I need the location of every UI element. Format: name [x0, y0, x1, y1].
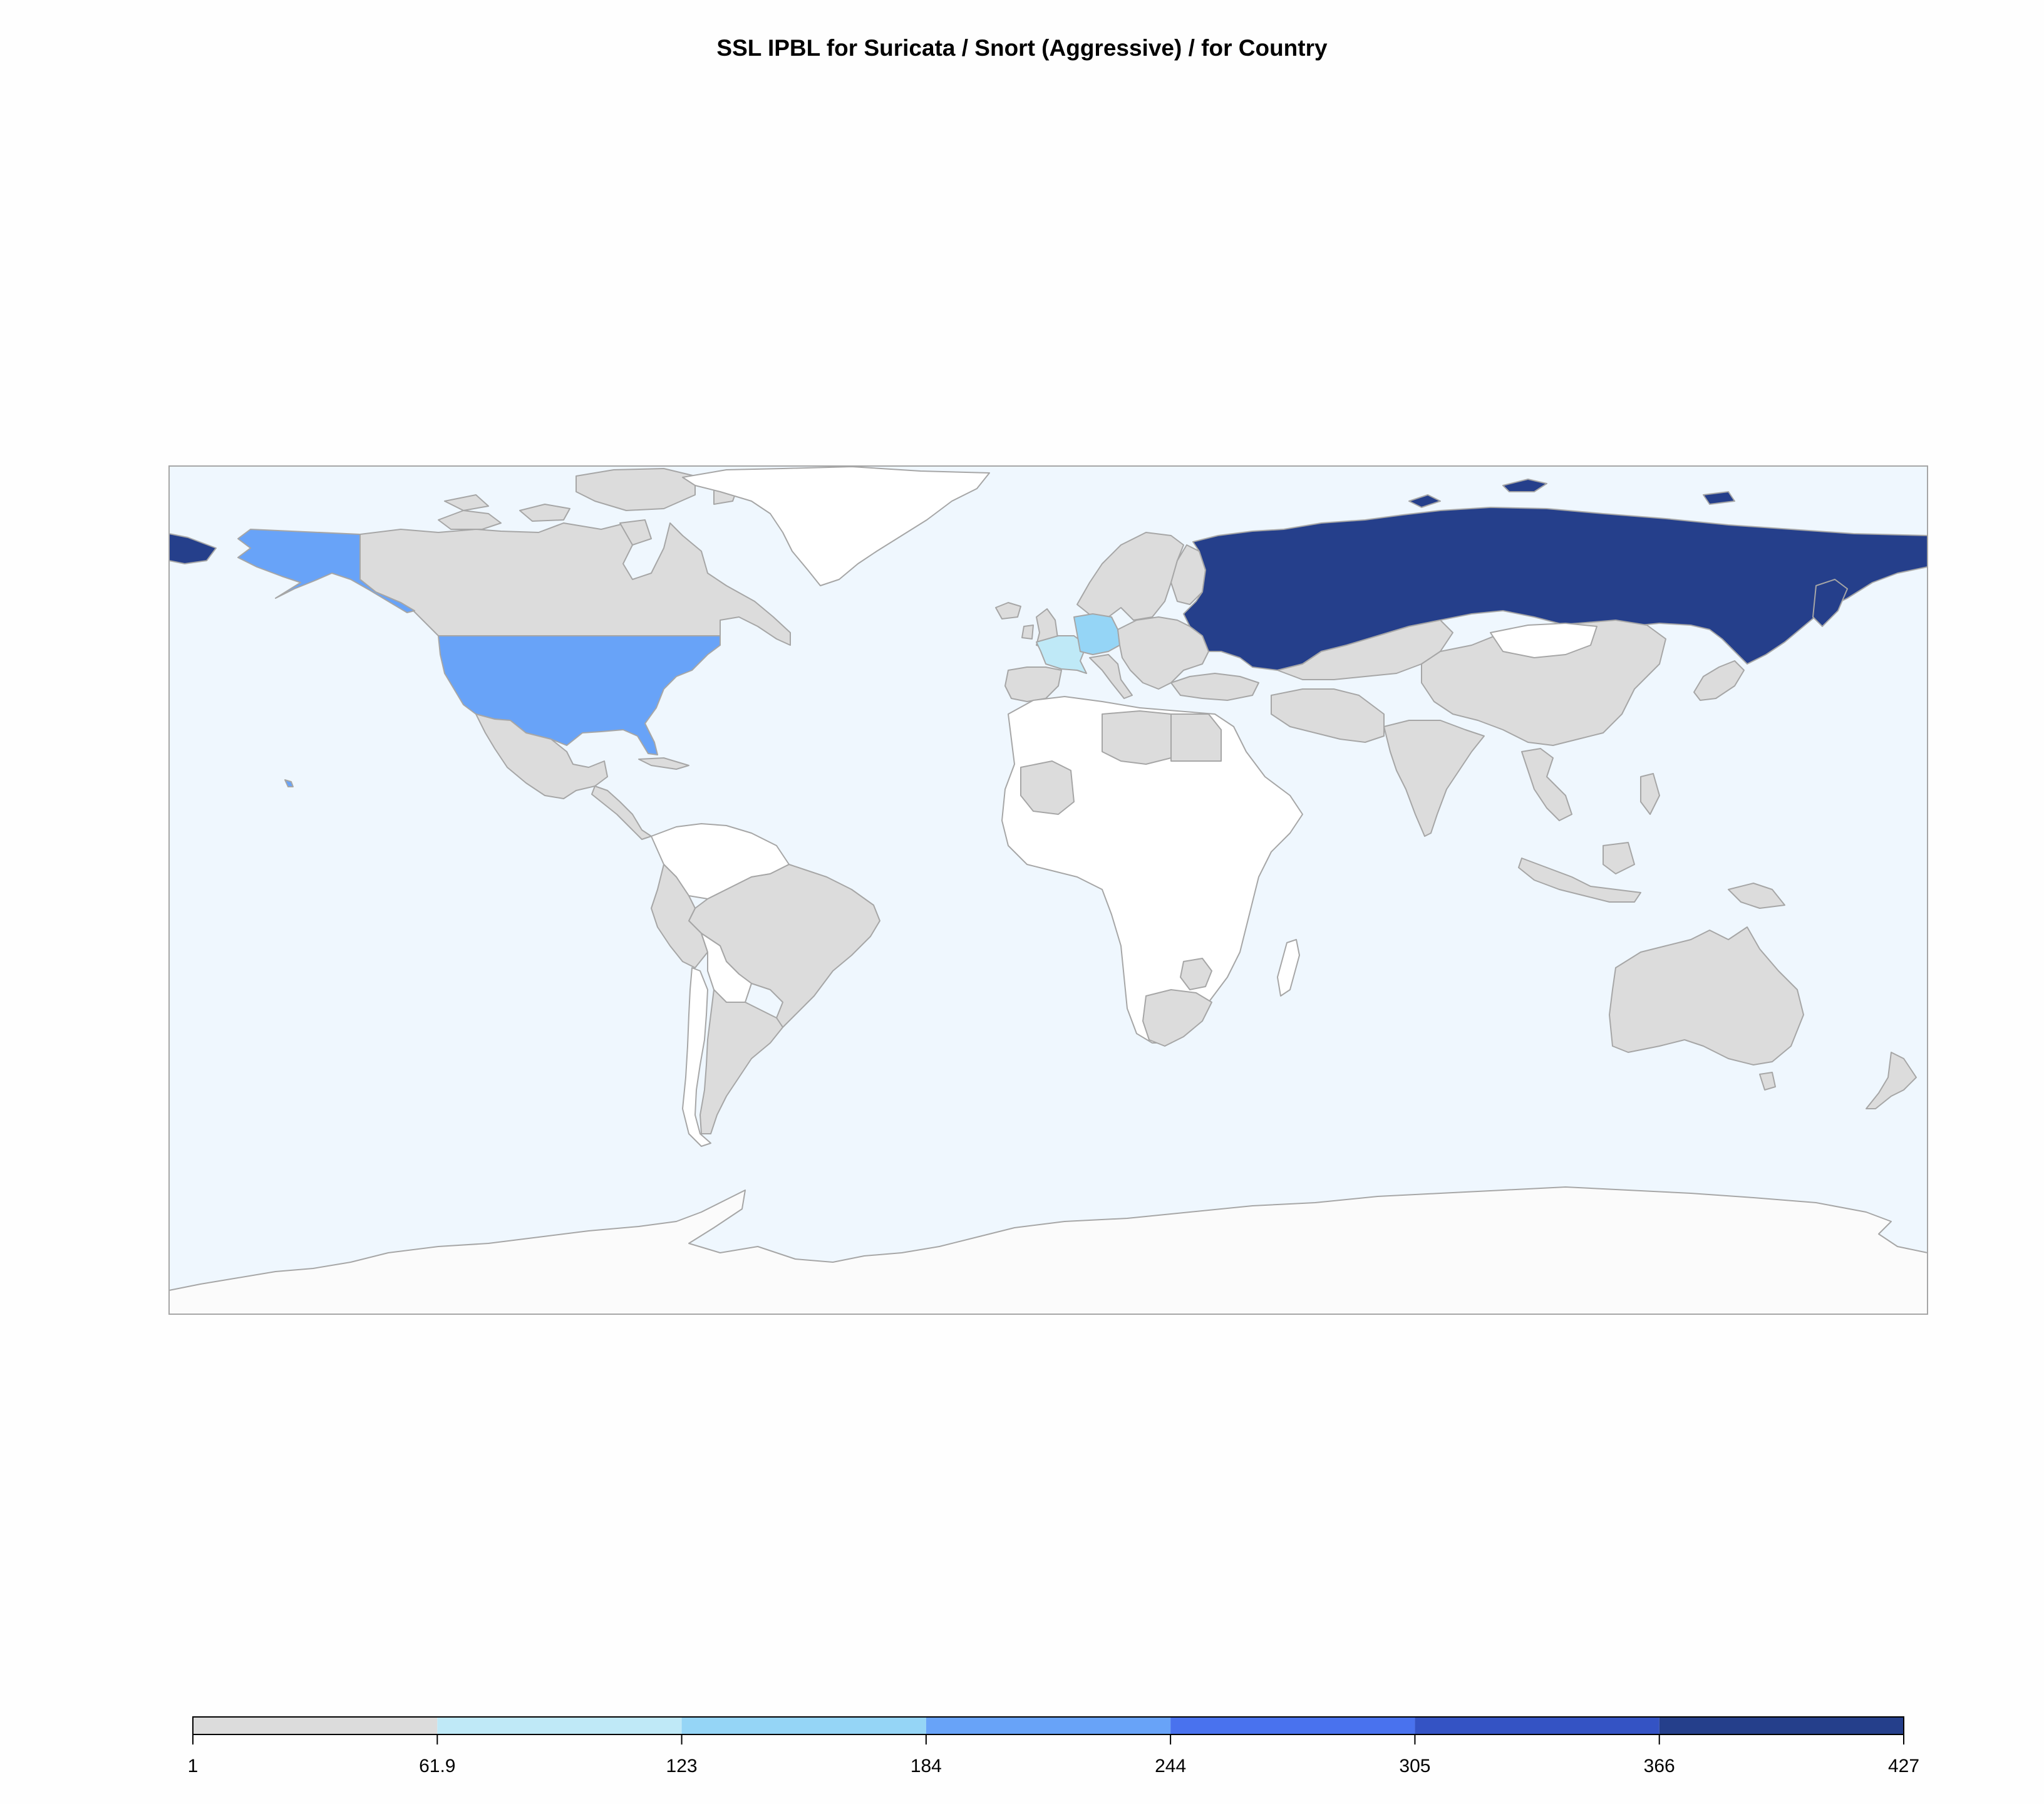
legend-swatch: [926, 1717, 1171, 1734]
country-greenland: [682, 466, 990, 586]
country-russia-kamchatka: [1812, 579, 1848, 627]
country-iceland: [995, 602, 1021, 619]
country-usa-hawaii: [284, 779, 294, 787]
legend-tick-label: 244: [1155, 1756, 1186, 1776]
country-mongolia: [1490, 623, 1598, 658]
eastern-europe: [1117, 616, 1209, 690]
country-usa: [438, 635, 721, 755]
country-spain: [1004, 666, 1062, 702]
country-japan: [1693, 660, 1745, 701]
country-zimbabwe: [1180, 958, 1212, 990]
legend-frame: [192, 1716, 1904, 1735]
country-russia-arctic-islands: [1408, 479, 1735, 508]
legend-tick-label: 61.9: [419, 1756, 455, 1776]
legend-tick-label: 1: [188, 1756, 199, 1776]
map-title: SSL IPBL for Suricata / Snort (Aggressiv…: [716, 35, 1328, 61]
country-madagascar: [1277, 939, 1300, 997]
country-libya: [1102, 710, 1172, 765]
country-germany: [1073, 613, 1120, 655]
legend-tick-label: 305: [1399, 1756, 1430, 1776]
country-usa-alaska: [237, 529, 415, 613]
country-papua-new-guinea: [1728, 883, 1785, 909]
country-russia-east-tip: [168, 533, 217, 564]
legend-swatch: [681, 1717, 926, 1734]
north-africa: [1001, 696, 1303, 1044]
central-america: [591, 785, 652, 840]
country-egypt: [1170, 713, 1222, 762]
country-kazakhstan: [1277, 619, 1453, 680]
middle-east: [1271, 688, 1385, 743]
country-russia: [1183, 507, 1928, 671]
country-france: [1036, 635, 1087, 674]
country-mali: [1020, 760, 1075, 815]
country-chile: [682, 967, 711, 1147]
country-argentina: [699, 989, 783, 1134]
legend-tick-label: 427: [1888, 1756, 1919, 1776]
legend-tick-label: 184: [911, 1756, 942, 1776]
country-italy: [1089, 654, 1133, 699]
southeast-asia: [1521, 748, 1572, 821]
country-philippines: [1640, 773, 1660, 815]
country-india: [1383, 720, 1485, 837]
country-peru: [651, 864, 708, 968]
country-south-africa: [1142, 989, 1212, 1047]
legend-swatch: [1659, 1717, 1904, 1734]
antarctica: [168, 1186, 1928, 1315]
legend-swatch: [437, 1717, 682, 1734]
country-indonesia: [1518, 842, 1641, 903]
country-australia: [1609, 926, 1804, 1065]
country-new-zealand: [1866, 1052, 1917, 1109]
legend-swatch: [1415, 1717, 1659, 1734]
legend-swatch: [1170, 1717, 1415, 1734]
country-turkey: [1170, 673, 1259, 701]
country-cuba: [638, 757, 689, 770]
legend-tick-label: 366: [1644, 1756, 1675, 1776]
country-mexico: [475, 713, 608, 799]
country-tasmania: [1759, 1072, 1776, 1091]
legend: 1 61.9 123 184 244 305 366 427: [188, 1716, 1919, 1776]
legend-swatch: [193, 1717, 438, 1734]
legend-tick-label: 123: [666, 1756, 698, 1776]
canadian-arctic-islands: [438, 468, 740, 546]
